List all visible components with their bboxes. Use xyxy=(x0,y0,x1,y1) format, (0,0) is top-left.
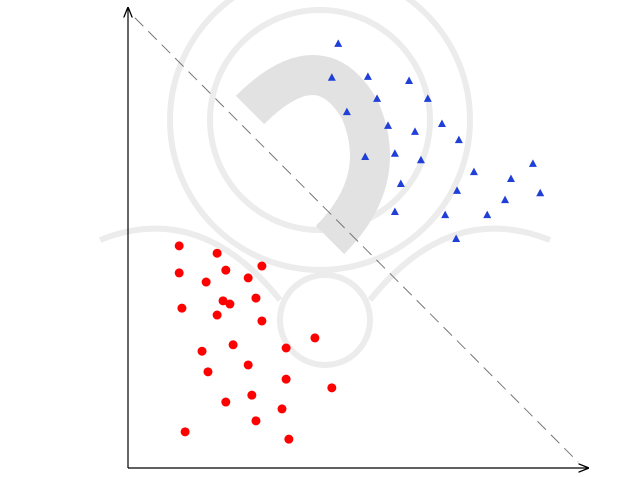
point xyxy=(203,367,212,376)
point xyxy=(284,435,293,444)
point xyxy=(529,159,537,167)
point xyxy=(282,375,291,384)
point xyxy=(282,344,291,353)
point xyxy=(470,168,478,176)
page: {"chart_data": {"type": "scatter", "xlim… xyxy=(0,0,634,477)
point xyxy=(213,311,222,320)
point xyxy=(438,120,446,128)
point xyxy=(251,294,260,303)
chart xyxy=(0,0,634,477)
point xyxy=(391,149,399,157)
point xyxy=(391,207,399,215)
watermark xyxy=(100,0,550,365)
point xyxy=(251,416,260,425)
point xyxy=(175,241,184,250)
point xyxy=(198,347,207,356)
point xyxy=(177,304,186,313)
point xyxy=(225,300,234,309)
point xyxy=(229,340,238,349)
point xyxy=(244,360,253,369)
point xyxy=(364,72,372,80)
point xyxy=(181,427,190,436)
point xyxy=(244,273,253,282)
point xyxy=(455,136,463,144)
point xyxy=(202,278,211,287)
point xyxy=(501,196,509,204)
point xyxy=(483,211,491,219)
point xyxy=(405,76,413,84)
point xyxy=(327,383,336,392)
point xyxy=(411,127,419,135)
point xyxy=(257,262,266,271)
point xyxy=(536,189,544,197)
point xyxy=(257,316,266,325)
point xyxy=(507,175,515,183)
point xyxy=(247,391,256,400)
point xyxy=(221,398,230,407)
point xyxy=(175,268,184,277)
point xyxy=(221,266,230,275)
point xyxy=(278,404,287,413)
point xyxy=(310,333,319,342)
point xyxy=(397,180,405,188)
point xyxy=(213,249,222,258)
point xyxy=(334,39,342,47)
